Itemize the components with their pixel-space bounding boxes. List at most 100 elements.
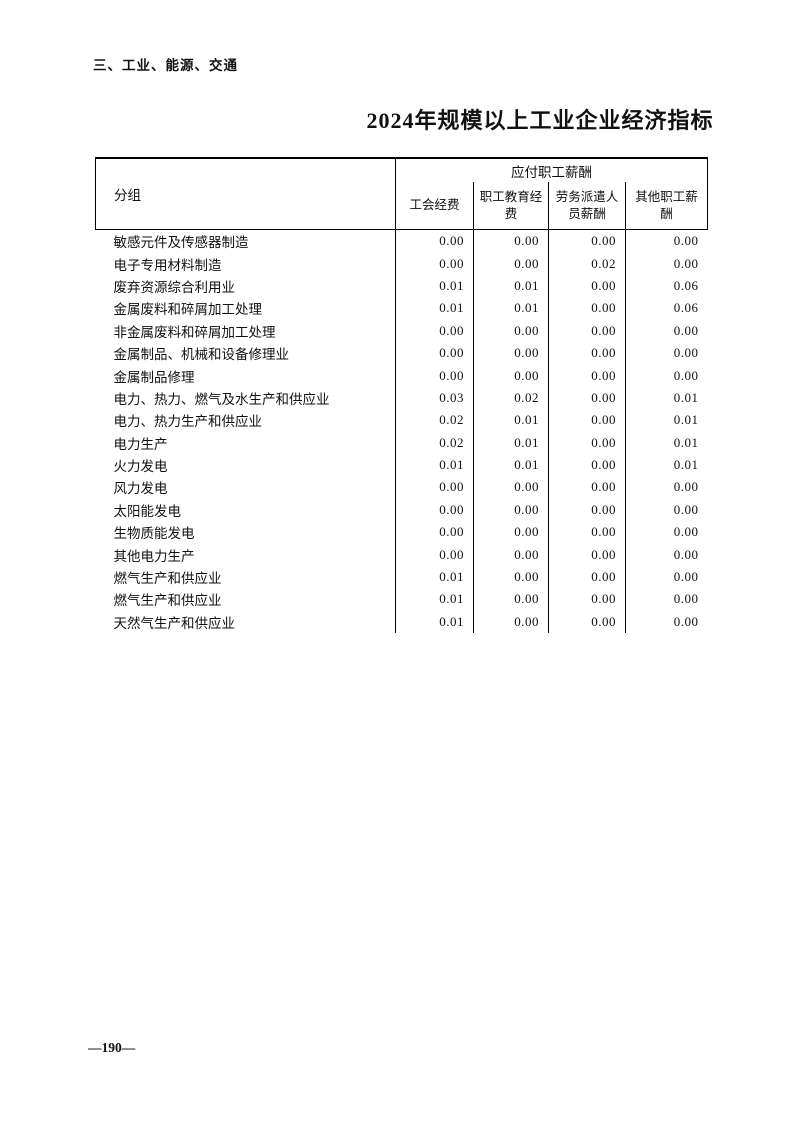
cell-dispatch-pay: 0.00	[548, 297, 626, 320]
column-header-union-funds: 工会经费	[395, 182, 474, 230]
row-label: 太阳能发电	[113, 503, 182, 519]
row-label: 电力、热力、燃气及水生产和供应业	[113, 391, 330, 407]
cell-education-funds: 0.00	[473, 341, 549, 365]
cell-dispatch-pay: 0.02	[548, 252, 626, 275]
cell-dispatch-pay: 0.00	[548, 565, 626, 589]
column-header-compensation-payable: 应付职工薪酬	[395, 157, 708, 182]
cell-education-funds: 0.00	[473, 252, 549, 275]
cell-education-funds: 0.00	[473, 543, 549, 566]
cell-education-funds: 0.01	[473, 453, 549, 477]
cell-dispatch-pay: 0.00	[548, 431, 626, 454]
cell-union-funds: 0.00	[395, 476, 474, 499]
row-label: 非金属废料和碎屑加工处理	[113, 324, 276, 340]
cell-dispatch-pay: 0.00	[548, 498, 626, 522]
cell-union-funds: 0.00	[395, 229, 474, 253]
cell-education-funds: 0.00	[473, 521, 549, 544]
table-row: 金属废料和碎屑加工处理 0.01 0.01 0.00 0.06	[96, 297, 708, 320]
cell-other-pay: 0.00	[625, 364, 708, 387]
cell-union-funds: 0.02	[395, 409, 474, 432]
table-row: 废弃资源综合利用业 0.01 0.01 0.00 0.06	[96, 274, 708, 298]
cell-education-funds: 0.00	[473, 588, 549, 611]
cell-other-pay: 0.06	[625, 297, 708, 320]
cell-other-pay: 0.00	[625, 498, 708, 522]
row-label: 天然气生产和供应业	[113, 615, 236, 631]
column-header-group: 分组	[95, 157, 396, 230]
row-label: 火力发电	[113, 459, 168, 475]
table-row: 电力、热力生产和供应业 0.02 0.01 0.00 0.01	[96, 409, 708, 432]
cell-other-pay: 0.00	[625, 565, 708, 589]
table-row: 燃气生产和供应业 0.01 0.00 0.00 0.00	[96, 565, 708, 589]
column-header-other-pay: 其他职工薪 酬	[625, 182, 708, 230]
cell-education-funds: 0.00	[473, 498, 549, 522]
cell-education-funds: 0.02	[473, 386, 549, 410]
cell-education-funds: 0.00	[473, 364, 549, 387]
cell-dispatch-pay: 0.00	[548, 521, 626, 544]
cell-other-pay: 0.00	[625, 521, 708, 544]
row-label: 金属制品、机械和设备修理业	[113, 347, 290, 363]
cell-education-funds: 0.01	[473, 297, 549, 320]
row-label: 电子专用材料制造	[113, 257, 222, 273]
row-label: 电力、热力生产和供应业	[113, 414, 263, 430]
table-row: 敏感元件及传感器制造 0.00 0.00 0.00 0.00	[96, 229, 708, 253]
cell-other-pay: 0.01	[625, 386, 708, 410]
cell-other-pay: 0.00	[625, 229, 708, 253]
table-row: 电子专用材料制造 0.00 0.00 0.02 0.00	[96, 252, 708, 275]
row-label: 燃气生产和供应业	[113, 571, 222, 587]
cell-union-funds: 0.01	[395, 297, 474, 320]
cell-education-funds: 0.00	[473, 229, 549, 253]
cell-dispatch-pay: 0.00	[548, 386, 626, 410]
cell-dispatch-pay: 0.00	[548, 476, 626, 499]
cell-other-pay: 0.00	[625, 588, 708, 611]
table-row: 非金属废料和碎屑加工处理 0.00 0.00 0.00 0.00	[96, 319, 708, 342]
cell-dispatch-pay: 0.00	[548, 588, 626, 611]
cell-education-funds: 0.01	[473, 274, 549, 298]
cell-union-funds: 0.00	[395, 521, 474, 544]
span-header-row: 分组 应付职工薪酬	[95, 157, 708, 230]
cell-other-pay: 0.00	[625, 543, 708, 566]
cell-union-funds: 0.00	[395, 252, 474, 275]
cell-education-funds: 0.00	[473, 319, 549, 342]
table-body: 敏感元件及传感器制造 0.00 0.00 0.00 0.00 电子专用材料制造 …	[96, 229, 708, 634]
cell-dispatch-pay: 0.00	[548, 610, 626, 634]
cell-union-funds: 0.03	[395, 386, 474, 410]
table-row: 其他电力生产 0.00 0.00 0.00 0.00	[96, 543, 708, 566]
cell-other-pay: 0.06	[625, 274, 708, 298]
row-label: 风力发电	[113, 481, 168, 497]
table-row: 风力发电 0.00 0.00 0.00 0.00	[96, 476, 708, 499]
cell-union-funds: 0.01	[395, 453, 474, 477]
cell-other-pay: 0.00	[625, 476, 708, 499]
cell-other-pay: 0.00	[625, 610, 708, 634]
table-row: 太阳能发电 0.00 0.00 0.00 0.00	[96, 498, 708, 522]
cell-education-funds: 0.01	[473, 431, 549, 454]
cell-union-funds: 0.00	[395, 364, 474, 387]
cell-union-funds: 0.01	[395, 565, 474, 589]
cell-education-funds: 0.01	[473, 409, 549, 432]
cell-dispatch-pay: 0.00	[548, 409, 626, 432]
row-label: 燃气生产和供应业	[113, 593, 222, 609]
table-row: 电力、热力、燃气及水生产和供应业 0.03 0.02 0.00 0.01	[96, 386, 708, 410]
cell-other-pay: 0.01	[625, 409, 708, 432]
row-label: 废弃资源综合利用业	[113, 279, 236, 295]
table-row: 生物质能发电 0.00 0.00 0.00 0.00	[96, 521, 708, 544]
page-number: —190—	[88, 1040, 136, 1055]
subheader-row: 工会经费 职工教育经 费 劳务派遣人 员薪酬 其他职工薪 酬	[96, 182, 708, 230]
cell-dispatch-pay: 0.00	[548, 543, 626, 566]
row-label: 其他电力生产	[113, 548, 195, 564]
cell-union-funds: 0.00	[395, 319, 474, 342]
cell-union-funds: 0.02	[395, 431, 474, 454]
cell-union-funds: 0.00	[395, 543, 474, 566]
cell-other-pay: 0.00	[625, 319, 708, 342]
cell-union-funds: 0.01	[395, 274, 474, 298]
cell-union-funds: 0.01	[395, 610, 474, 634]
page-title: 2024年规模以上工业企业经济指标	[366, 108, 714, 133]
cell-union-funds: 0.00	[395, 498, 474, 522]
cell-education-funds: 0.00	[473, 565, 549, 589]
table-row: 燃气生产和供应业 0.01 0.00 0.00 0.00	[96, 588, 708, 611]
cell-dispatch-pay: 0.00	[548, 453, 626, 477]
cell-other-pay: 0.00	[625, 252, 708, 275]
cell-union-funds: 0.00	[395, 341, 474, 365]
table-row: 金属制品修理 0.00 0.00 0.00 0.00	[96, 364, 708, 387]
economic-indicators-table: 分组 应付职工薪酬 工会经费 职工教育经 费 劳务派遣人 员薪酬 其他职工薪 酬…	[95, 157, 708, 634]
cell-dispatch-pay: 0.00	[548, 319, 626, 342]
